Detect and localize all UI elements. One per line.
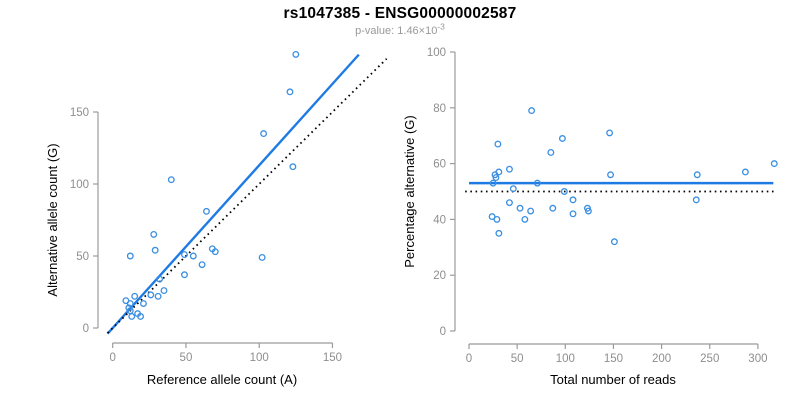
y-tick-label: 150 xyxy=(70,107,89,119)
data-point xyxy=(770,160,778,168)
data-point xyxy=(505,165,513,173)
data-point xyxy=(160,287,168,295)
x-tick-label: 300 xyxy=(748,353,767,365)
data-point xyxy=(495,229,503,237)
data-point xyxy=(151,246,159,254)
data-point xyxy=(150,230,158,238)
data-point xyxy=(521,215,529,223)
x-tick-label: 50 xyxy=(180,352,193,364)
data-point xyxy=(533,179,541,187)
data-point xyxy=(607,171,615,179)
y-tick-label: 20 xyxy=(433,270,446,282)
data-point xyxy=(137,313,144,320)
y-tick-label: 100 xyxy=(70,179,89,191)
x-axis-title: Total number of reads xyxy=(550,372,676,387)
data-point xyxy=(492,174,500,181)
data-point xyxy=(126,300,134,307)
x-tick-label: 100 xyxy=(556,353,575,365)
data-point xyxy=(181,251,188,259)
data-point xyxy=(692,196,700,204)
y-axis-title: Alternative allele count (G) xyxy=(45,143,60,296)
y-tick-label: 100 xyxy=(427,47,446,59)
x-tick-label: 150 xyxy=(323,352,342,364)
data-point xyxy=(560,188,568,195)
x-tick-label: 200 xyxy=(652,353,671,365)
p-value-exponent: -3 xyxy=(437,21,445,32)
data-point xyxy=(289,163,297,171)
data-point xyxy=(154,292,162,300)
regression-line xyxy=(106,53,360,335)
data-point xyxy=(547,148,555,156)
data-point xyxy=(203,207,210,215)
data-point xyxy=(558,135,566,142)
data-point xyxy=(147,291,155,299)
x-axis-title: Reference allele count (A) xyxy=(147,372,297,387)
data-point xyxy=(606,129,614,137)
data-point xyxy=(509,185,517,193)
data-point xyxy=(286,88,294,96)
data-point xyxy=(198,261,206,269)
data-point xyxy=(527,207,535,215)
data-point xyxy=(126,252,134,260)
y-axis-title: Percentage alternative (G) xyxy=(402,115,417,267)
y-tick-label: 50 xyxy=(76,251,89,263)
data-point xyxy=(610,238,618,246)
left-scatter-plot: 0 50 100 150 0 50 100 150 Reference allele count… xyxy=(45,50,388,387)
data-point xyxy=(505,199,513,207)
x-tick-label: 0 xyxy=(109,352,115,364)
data-point xyxy=(528,107,536,115)
data-point xyxy=(131,292,139,300)
y-tick-label: 80 xyxy=(433,103,446,115)
data-point xyxy=(741,168,749,176)
p-value-subtitle: p-value: 1.46×10-3 xyxy=(0,22,800,37)
data-point xyxy=(569,196,577,204)
p-value-text: p-value: 1.46×10 xyxy=(355,25,438,37)
data-point xyxy=(549,204,557,212)
x-tick-label: 100 xyxy=(250,352,269,364)
data-point xyxy=(584,207,592,215)
data-point xyxy=(156,275,164,283)
data-point xyxy=(489,179,497,187)
y-tick-label: 0 xyxy=(440,326,446,338)
data-point xyxy=(258,253,266,261)
data-point xyxy=(211,248,219,256)
y-tick-label: 40 xyxy=(433,214,446,226)
data-point xyxy=(140,300,147,307)
x-tick-label: 150 xyxy=(604,353,623,365)
data-point xyxy=(494,140,502,148)
y-tick-label: 0 xyxy=(83,323,89,335)
right-scatter-plot: 0 20 40 60 80 100 0 50 100 150 200 250 300 Total numb… xyxy=(402,47,778,387)
data-point xyxy=(693,171,701,179)
y-tick-label: 60 xyxy=(433,159,446,171)
data-point xyxy=(128,313,136,320)
data-point xyxy=(292,50,300,58)
data-point xyxy=(189,252,197,260)
data-point xyxy=(260,130,268,138)
data-point xyxy=(516,204,524,212)
data-point xyxy=(181,271,188,279)
data-point xyxy=(167,176,175,184)
x-tick-label: 0 xyxy=(466,353,472,365)
data-point xyxy=(493,215,501,223)
data-point xyxy=(569,210,577,218)
x-tick-label: 250 xyxy=(700,353,719,365)
page-title: rs1047385 - ENSG00000002587 xyxy=(283,5,517,22)
x-tick-label: 50 xyxy=(511,353,524,365)
